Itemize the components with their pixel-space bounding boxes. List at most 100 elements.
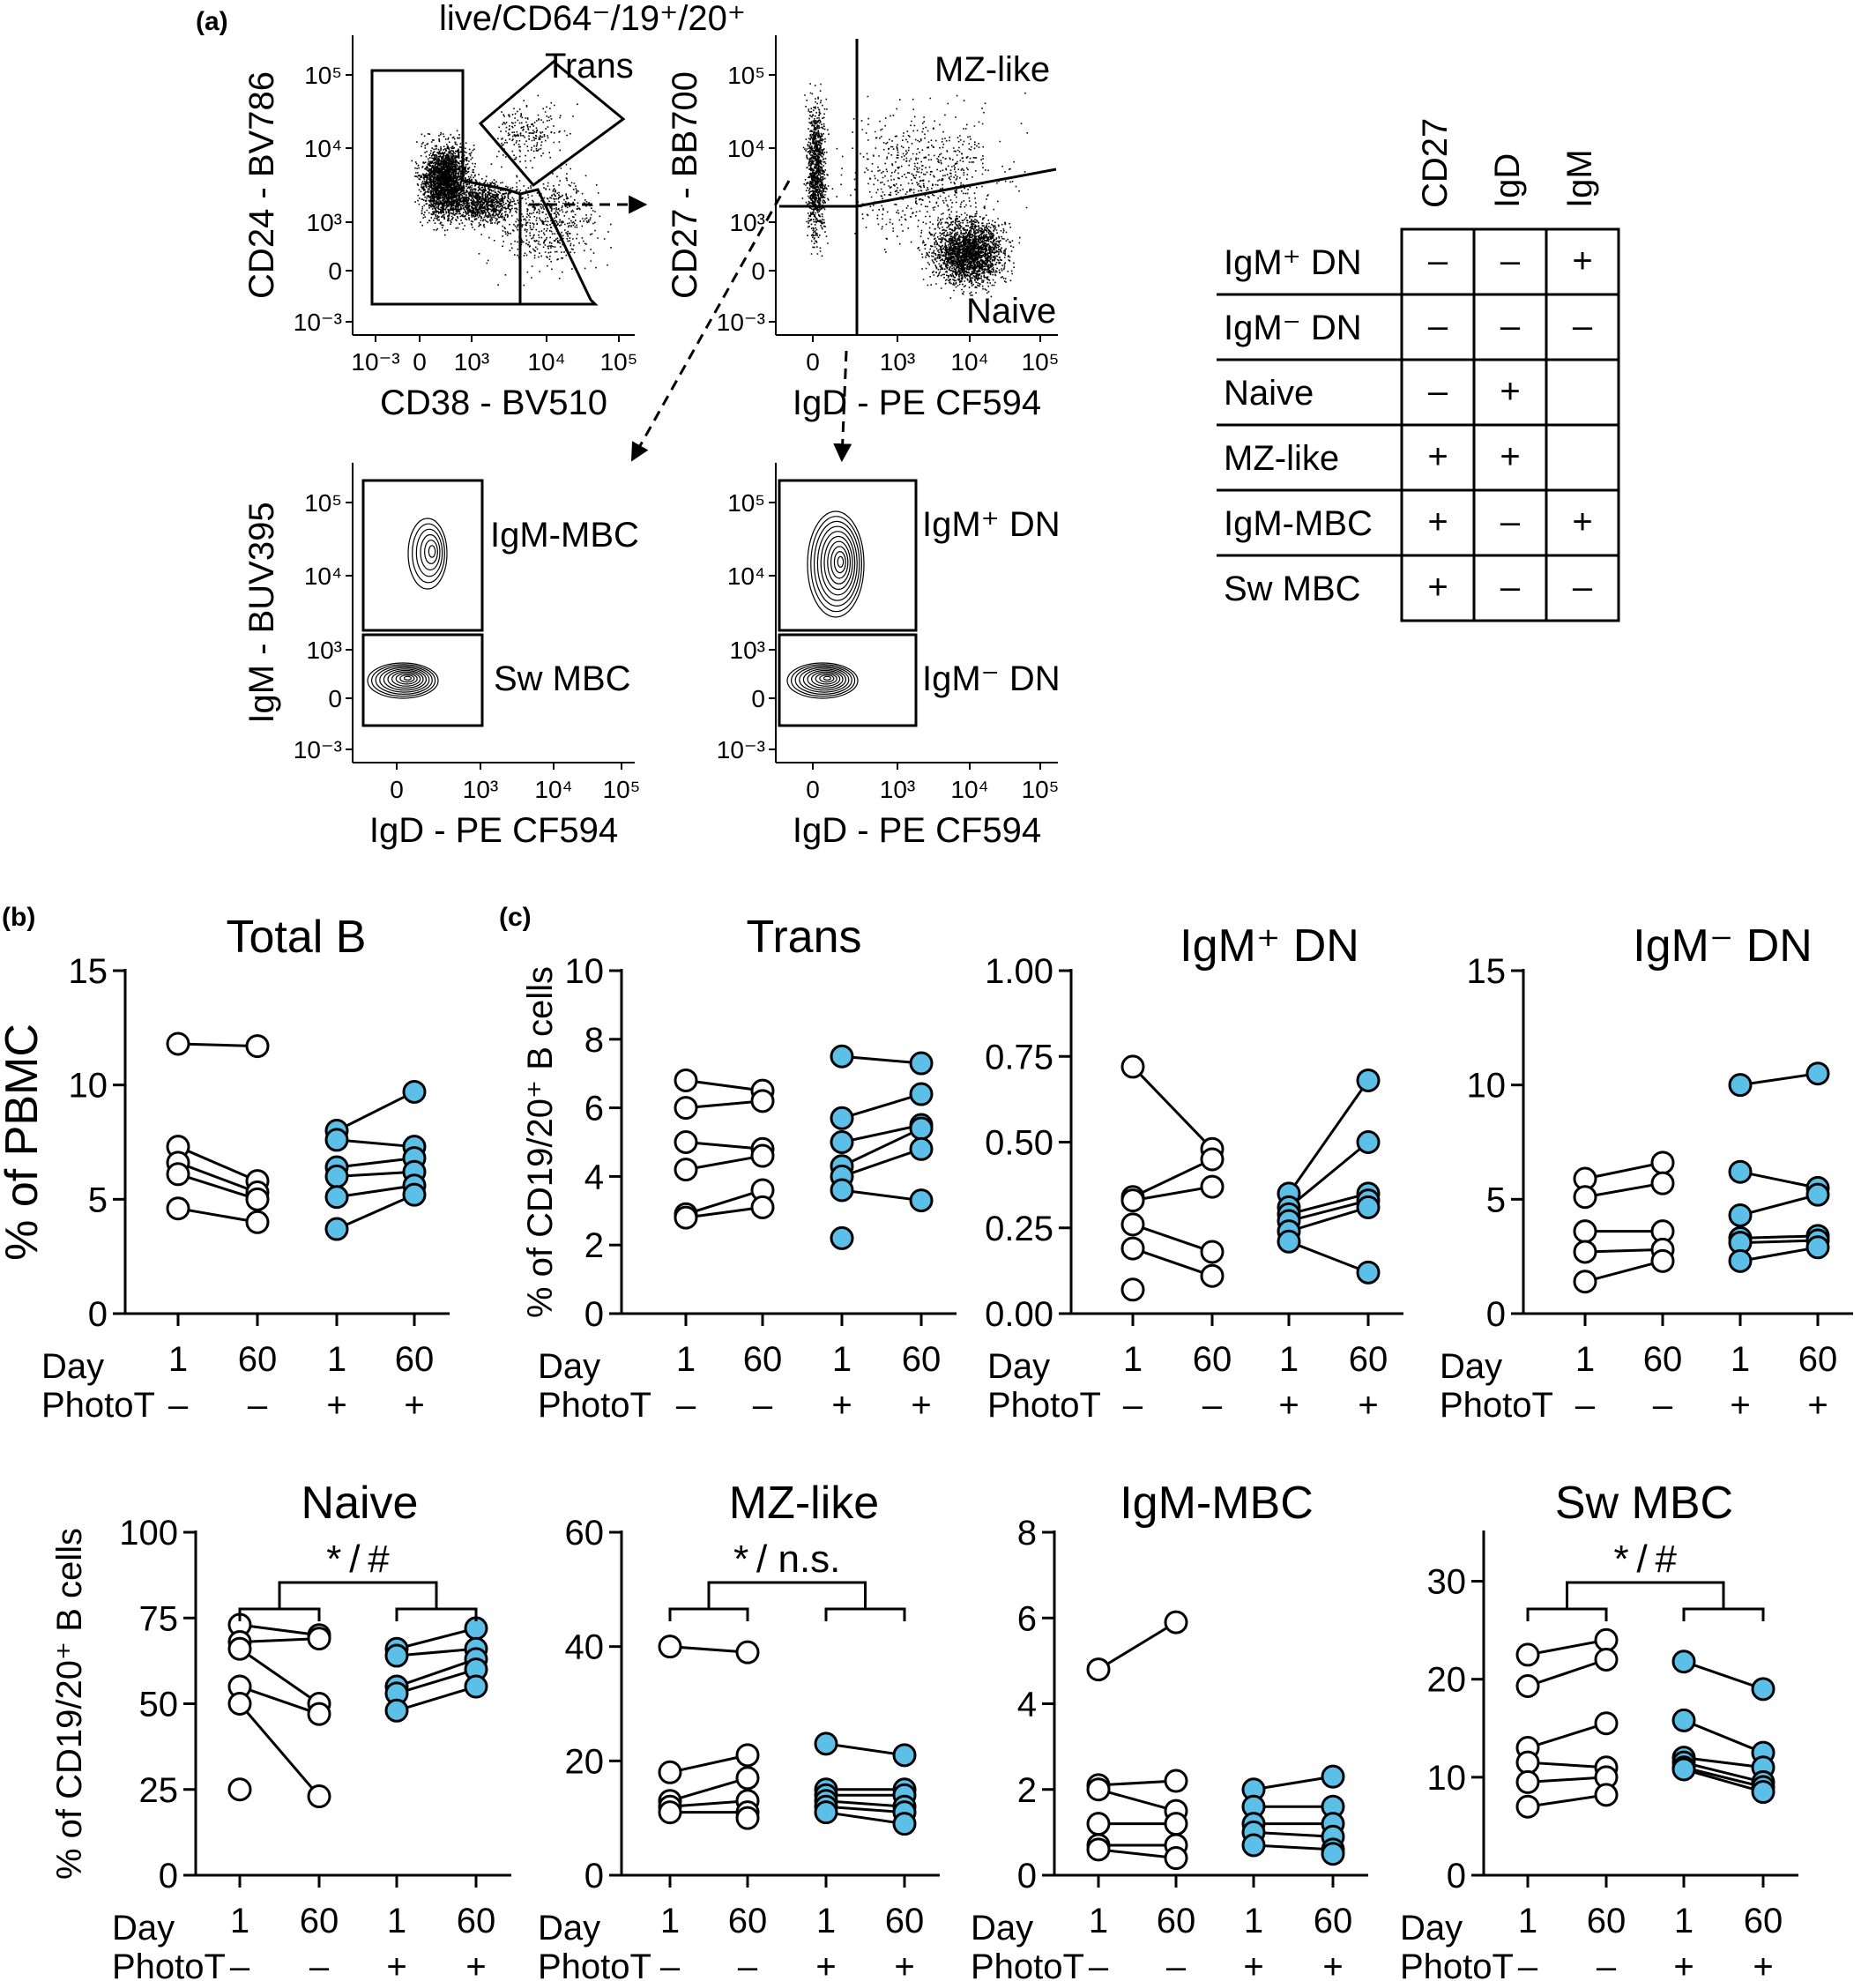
facs-events (801, 83, 1029, 299)
data-point (402, 1079, 427, 1104)
facs-x-tick-label: 10⁴ (950, 348, 988, 376)
table-cell: – (1500, 242, 1521, 280)
facs-y-tick-label: 0 (751, 685, 765, 712)
y-tick-label: 25 (139, 1771, 179, 1810)
day-value: 60 (1193, 1340, 1232, 1379)
data-point (1805, 1061, 1830, 1086)
data-point (1751, 1677, 1776, 1702)
significance-label: * / n.s. (733, 1538, 840, 1581)
data-point (909, 1051, 934, 1076)
y-tick-label: 75 (139, 1599, 179, 1638)
facs-y-tick-label: 10⁴ (727, 562, 765, 590)
data-point (1120, 1236, 1145, 1261)
pair-line (1683, 1766, 1764, 1789)
facs-contour (395, 673, 418, 685)
facs-y-tick-label: 10⁻³ (717, 736, 765, 763)
chart-title: Naive (302, 1478, 419, 1529)
day-value: 60 (457, 1902, 496, 1940)
y-tick-label: 50 (139, 1686, 179, 1724)
table-column-header: IgD (1488, 153, 1527, 208)
day-value: 1 (327, 1340, 346, 1379)
day-value: 1 (676, 1340, 696, 1379)
pair-line (685, 1205, 763, 1219)
pair-line (1527, 1722, 1607, 1749)
gate-label: MZ-like (934, 50, 1050, 89)
pair-line (1739, 1239, 1819, 1245)
data-point (892, 1812, 917, 1836)
panel-label-a: (a) (196, 7, 228, 36)
photot-value: – (1202, 1386, 1223, 1425)
pair-line (239, 1648, 320, 1705)
facs-y-axis-label: CD27 - BB700 (666, 71, 704, 299)
data-point (1728, 1159, 1753, 1184)
data-point (1650, 1171, 1675, 1195)
data-point (1515, 1769, 1540, 1794)
pair-line (685, 1188, 763, 1216)
table-cell: + (1427, 568, 1448, 607)
pair-line (1584, 1247, 1664, 1254)
photot-value: + (911, 1386, 931, 1425)
photot-row-label: PhotoT (1440, 1386, 1553, 1425)
facs-contour (415, 528, 443, 577)
data-point (402, 1182, 427, 1207)
data-point (1594, 1711, 1619, 1736)
photot-value: + (326, 1386, 346, 1425)
y-tick-label: 20 (1427, 1661, 1467, 1700)
data-point (245, 1034, 270, 1059)
photot-row-label: PhotoT (987, 1386, 1101, 1425)
pair-line (841, 1054, 922, 1065)
facs-events (367, 518, 448, 699)
photot-row-label: PhotoT (538, 1386, 651, 1425)
photot-value: – (248, 1386, 268, 1425)
table-cell: + (1500, 372, 1520, 411)
facs-contour (786, 662, 859, 699)
pair-line (1584, 1161, 1664, 1180)
pair-line (396, 1685, 477, 1712)
data-point (735, 1806, 760, 1830)
day-value: 60 (743, 1340, 783, 1379)
pair-line (1132, 1247, 1213, 1277)
facs-y-tick-label: 0 (328, 685, 342, 712)
facs-x-axis-label: IgD - PE CF594 (793, 384, 1041, 422)
day-value: 1 (387, 1902, 406, 1940)
table-cell: + (1500, 437, 1520, 476)
chart-y-axis-label: % of CD19/20⁺ B cells (521, 966, 560, 1318)
pair-line (1132, 1185, 1213, 1203)
pair-line (239, 1685, 320, 1716)
photot-value: – (1123, 1386, 1143, 1425)
data-point (166, 1162, 190, 1187)
y-tick-label: 0.75 (985, 1038, 1053, 1076)
facs-contour (383, 668, 427, 691)
pair-line (1098, 1779, 1177, 1787)
facs-y-tick-label: 10³ (730, 637, 765, 664)
facs-contour (790, 664, 856, 697)
facs-x-tick-label: 0 (390, 776, 404, 803)
y-tick-label: 30 (1427, 1563, 1467, 1602)
facs-contour (371, 664, 436, 697)
pair-line (396, 1668, 477, 1695)
bracket-top (1566, 1581, 1725, 1609)
facs-y-axis-label: CD24 - BV786 (242, 71, 281, 299)
table-column-header: CD27 (1416, 118, 1455, 208)
gate-nontrans (370, 69, 522, 306)
facs-contour (367, 662, 439, 699)
data-point (1200, 1263, 1225, 1288)
pair-line (1287, 1079, 1370, 1195)
data-point (245, 1187, 270, 1211)
bracket-top (278, 1581, 438, 1609)
chart-title: Sw MBC (1555, 1478, 1733, 1529)
facs-event-cloud (444, 174, 521, 232)
data-point (658, 1635, 682, 1659)
pair-line (177, 1173, 258, 1201)
y-tick-label: 0.25 (985, 1210, 1053, 1248)
panel-label-b: (b) (2, 903, 35, 932)
data-point (1120, 1212, 1145, 1237)
photot-value: – (676, 1386, 696, 1425)
chart-y-axis-label: % of PBMC (0, 1024, 48, 1261)
day-value: 1 (1123, 1340, 1143, 1379)
gate-label: Sw MBC (494, 659, 631, 698)
data-point (1164, 1610, 1188, 1635)
bracket-right (1682, 1607, 1765, 1621)
data-point (1241, 1833, 1266, 1858)
data-point (324, 1185, 349, 1210)
